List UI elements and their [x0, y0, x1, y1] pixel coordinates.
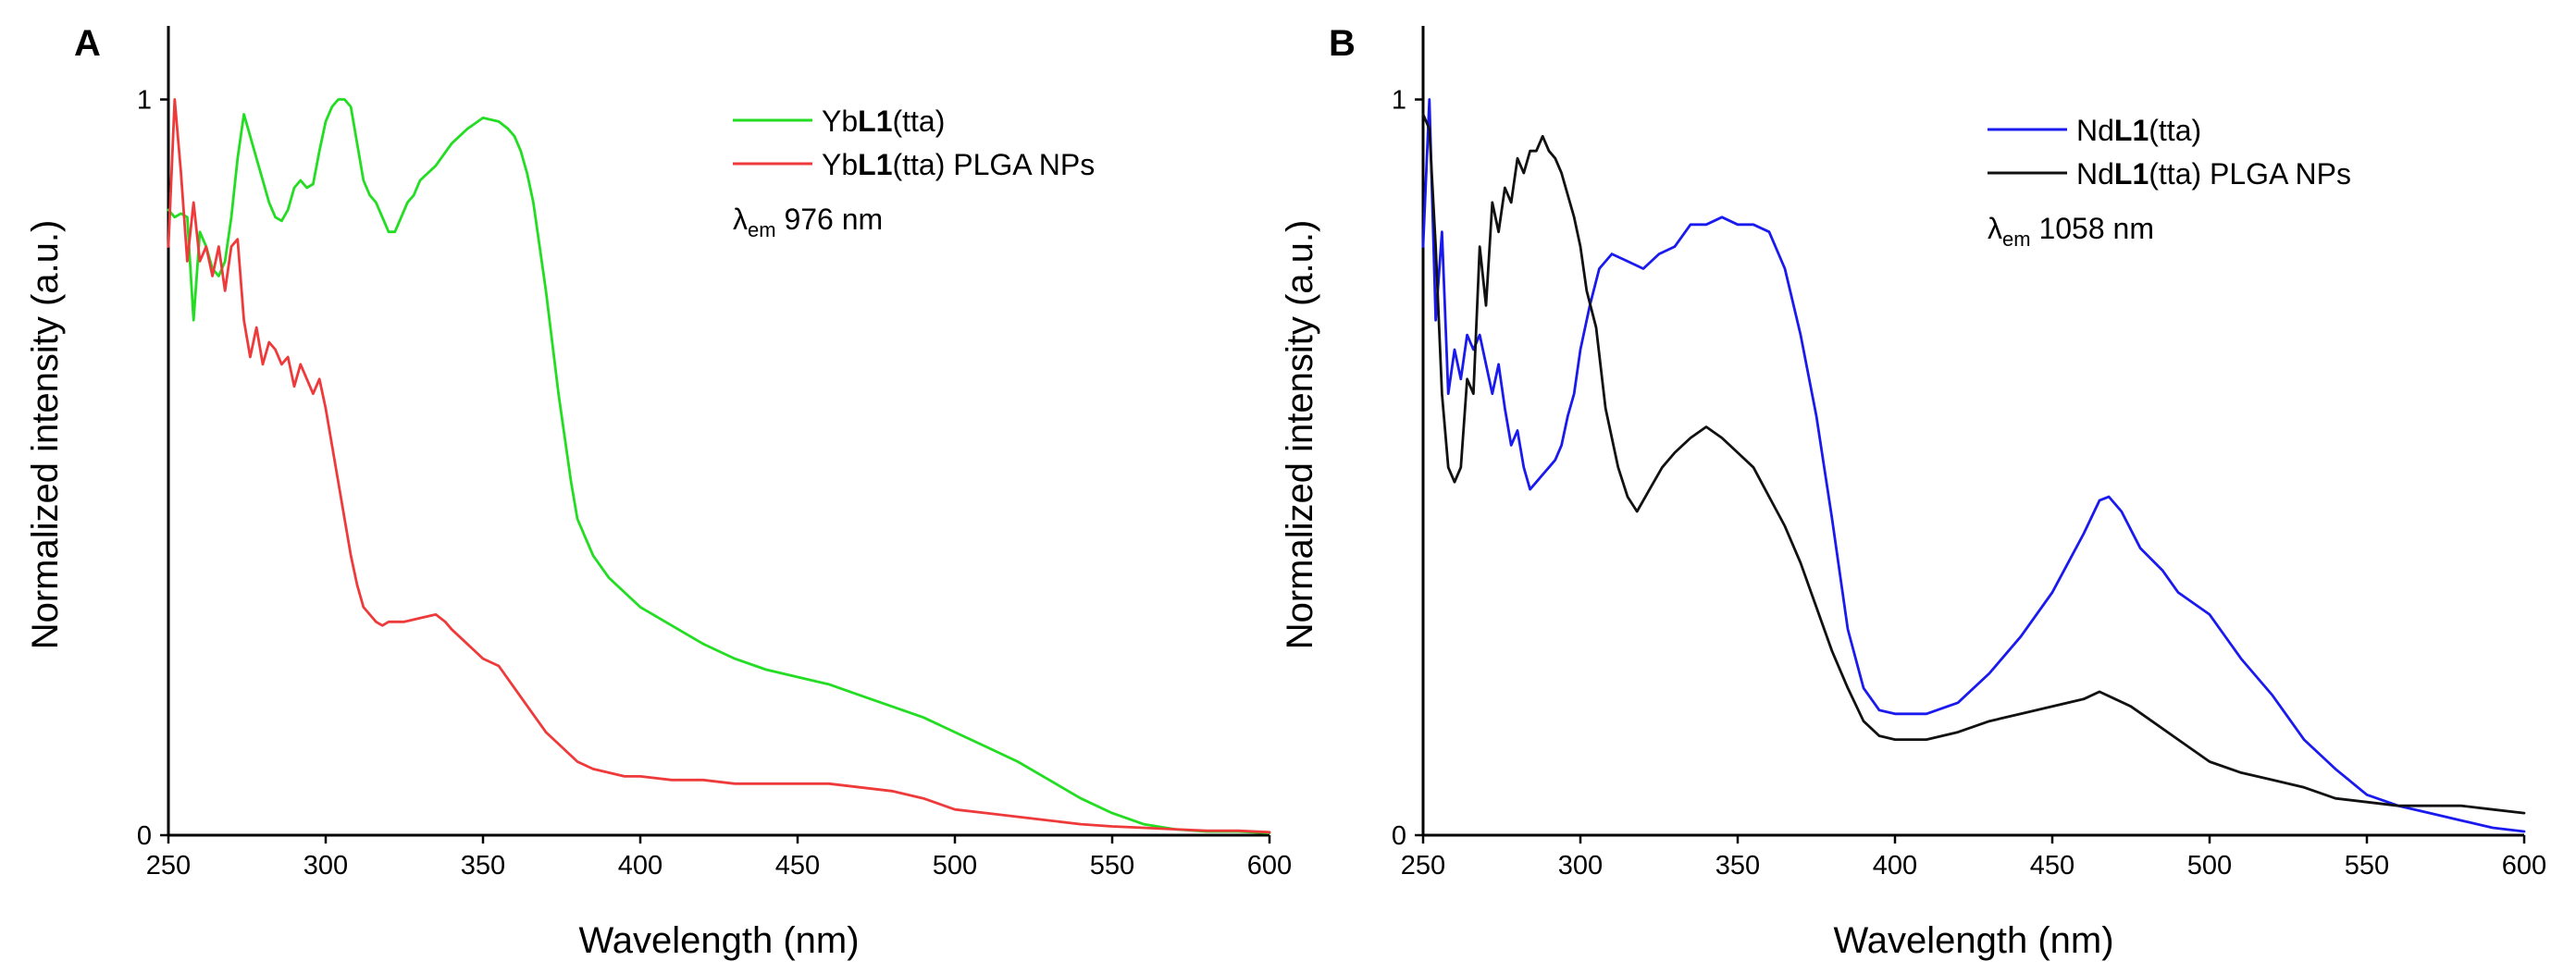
- legend-label-part: Yb: [822, 105, 858, 138]
- legend-label-ybl1-tta-plga-nps: YbL1(tta) PLGA NPs: [822, 148, 1095, 181]
- panel-a-label: A: [74, 23, 101, 64]
- x-tick-label: 600: [2502, 851, 2546, 881]
- series-line-ndl1-tta: [1421, 98, 2526, 833]
- legend-label-part: L1: [858, 148, 892, 181]
- y-tick-label: 1: [1392, 86, 1406, 116]
- panel-b-label: B: [1329, 23, 1356, 64]
- series-line-ndl1-tta-plga-nps: [1421, 113, 2526, 815]
- x-tick-label: 350: [1715, 851, 1760, 881]
- legend-label-part: L1: [858, 105, 892, 138]
- series-line-ybl1-tta-plga-nps: [167, 98, 1271, 834]
- legend-label-part: (tta) PLGA NPs: [892, 148, 1095, 181]
- x-tick-label: 350: [461, 851, 505, 881]
- panel-b-plot-area: 250 300 350 400 450 500 550 600 01: [1392, 26, 2546, 881]
- panel-a: A 250 300 350 400 450 500 550 600 01 Wavelength…: [25, 23, 1292, 961]
- legend-label-part: Yb: [822, 148, 858, 181]
- x-tick-label: 300: [1558, 851, 1603, 881]
- x-tick-label: 550: [1090, 851, 1134, 881]
- legend-label-ndl1-tta: NdL1(tta): [2076, 114, 2201, 147]
- x-tick-label: 500: [2187, 851, 2232, 881]
- x-tick-label: 450: [775, 851, 820, 881]
- legend-label-part: (tta) PLGA NPs: [2149, 157, 2351, 191]
- series-line-ybl1-tta: [167, 98, 1271, 834]
- x-tick-label: 250: [1401, 851, 1445, 881]
- panel-a-plot-area: 250 300 350 400 450 500 550 600 01: [137, 26, 1292, 881]
- panel-a-y-axis-title: Normalized intensity (a.u.): [25, 220, 66, 650]
- x-tick-label: 250: [146, 851, 191, 881]
- y-tick-label: 1: [137, 86, 152, 116]
- x-tick-label: 500: [933, 851, 977, 881]
- panel-b-y-ticks: 01: [1392, 86, 1423, 851]
- panel-b: B 250 300 350 400 450 500 550 600 01 Wavelength…: [1280, 23, 2546, 961]
- panel-b-x-axis-title: Wavelength (nm): [1833, 920, 2113, 961]
- panel-a-x-axis-title: Wavelength (nm): [578, 920, 859, 961]
- panel-a-legend: YbL1(tta) YbL1(tta) PLGA NPs λem 976 nm: [733, 105, 1095, 241]
- y-tick-label: 0: [1392, 821, 1406, 851]
- panel-a-x-ticks: 250 300 350 400 450 500 550 600: [146, 835, 1292, 881]
- legend-label-part: L1: [2114, 114, 2149, 147]
- legend-label-part: L1: [2114, 157, 2149, 191]
- panel-a-y-ticks: 01: [137, 86, 168, 851]
- x-tick-label: 450: [2030, 851, 2074, 881]
- panel-a-emission-annotation: λem 976 nm: [733, 203, 883, 241]
- x-tick-label: 400: [618, 851, 663, 881]
- lambda-subscript: em: [748, 218, 776, 241]
- x-tick-label: 300: [303, 851, 348, 881]
- legend-label-part: (tta): [892, 105, 945, 138]
- panel-b-emission-annotation: λem 1058 nm: [1988, 212, 2154, 251]
- x-tick-label: 400: [1873, 851, 1917, 881]
- legend-label-ybl1-tta: YbL1(tta): [822, 105, 945, 138]
- y-tick-label: 0: [137, 821, 152, 851]
- panel-b-legend: NdL1(tta) NdL1(tta) PLGA NPs λem 1058 nm: [1988, 114, 2351, 251]
- x-tick-label: 550: [2345, 851, 2389, 881]
- lambda-symbol: λ: [1988, 212, 2002, 245]
- panel-b-y-axis-title: Normalized intensity (a.u.): [1280, 220, 1320, 650]
- lambda-subscript: em: [2002, 228, 2031, 251]
- legend-label-part: Nd: [2076, 114, 2114, 147]
- legend-label-part: Nd: [2076, 157, 2114, 191]
- legend-label-part: (tta): [2149, 114, 2201, 147]
- emission-wavelength: 1058 nm: [2031, 212, 2154, 245]
- x-tick-label: 600: [1247, 851, 1292, 881]
- legend-label-ndl1-tta-plga-nps: NdL1(tta) PLGA NPs: [2076, 157, 2351, 191]
- emission-wavelength: 976 nm: [776, 203, 884, 236]
- panel-b-x-ticks: 250 300 350 400 450 500 550 600: [1401, 835, 2546, 881]
- lambda-symbol: λ: [733, 203, 748, 236]
